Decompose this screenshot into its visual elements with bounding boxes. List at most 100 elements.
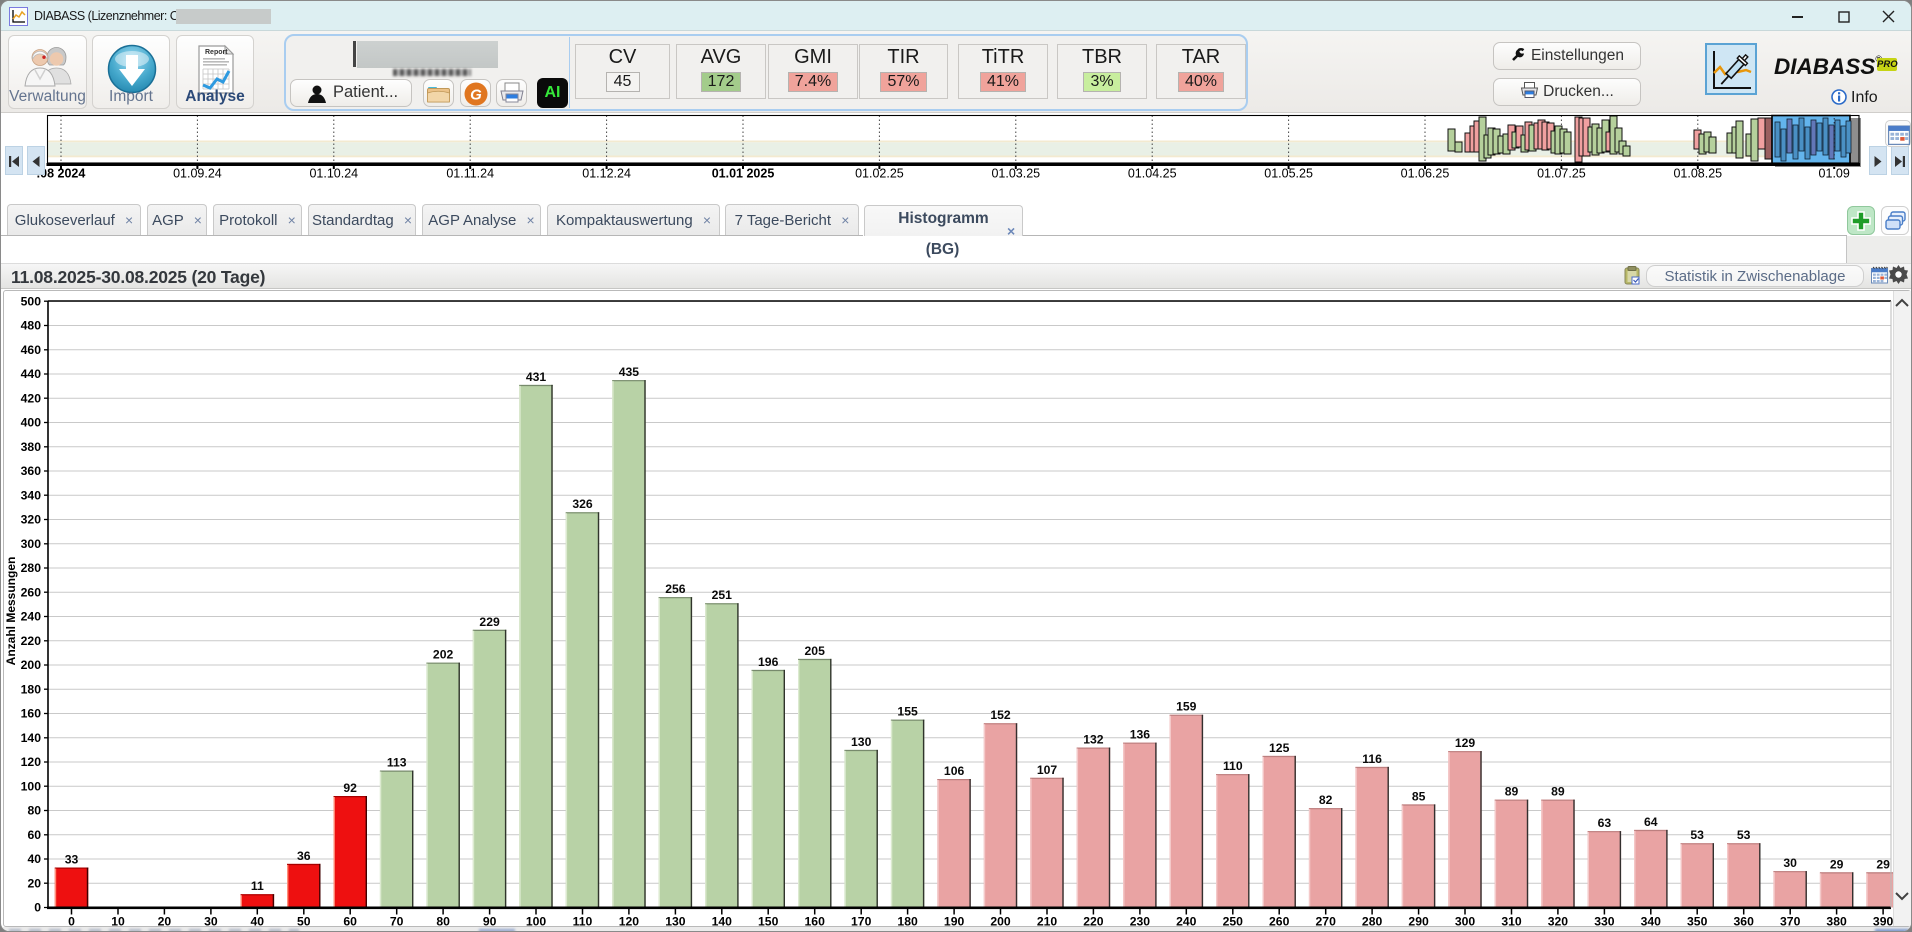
- svg-text:89: 89: [1505, 785, 1519, 799]
- svg-text:36: 36: [297, 849, 311, 863]
- svg-text:200: 200: [21, 658, 42, 672]
- svg-text:256: 256: [665, 582, 686, 596]
- svg-text:11: 11: [251, 879, 264, 893]
- svg-text:0: 0: [68, 915, 75, 929]
- svg-text:190: 190: [944, 915, 965, 929]
- svg-text:01.10.24: 01.10.24: [309, 167, 358, 181]
- svg-text:110: 110: [1223, 759, 1243, 773]
- svg-text:40: 40: [251, 915, 265, 929]
- svg-text:01.07.25: 01.07.25: [1537, 167, 1586, 181]
- svg-text:380: 380: [21, 440, 42, 454]
- svg-text:220: 220: [21, 634, 42, 648]
- svg-text:100: 100: [21, 780, 42, 794]
- svg-text:340: 340: [21, 488, 42, 502]
- svg-text:29: 29: [1830, 857, 1844, 871]
- svg-text:53: 53: [1737, 828, 1751, 842]
- svg-text:140: 140: [21, 731, 42, 745]
- svg-text:155: 155: [897, 705, 918, 719]
- svg-text:350: 350: [1687, 915, 1708, 929]
- svg-text:270: 270: [1316, 915, 1337, 929]
- svg-text:132: 132: [1083, 733, 1104, 747]
- svg-text:01.11.24: 01.11.24: [446, 167, 494, 181]
- svg-text:29: 29: [1876, 857, 1890, 871]
- svg-text:205: 205: [805, 644, 826, 658]
- svg-text:60: 60: [27, 828, 41, 842]
- svg-text:202: 202: [433, 648, 454, 662]
- svg-text:50: 50: [297, 915, 311, 929]
- svg-text:125: 125: [1269, 741, 1290, 755]
- svg-text:480: 480: [21, 319, 42, 333]
- svg-text:196: 196: [758, 655, 779, 669]
- svg-text:.08 2024: .08 2024: [37, 167, 86, 181]
- svg-text:130: 130: [851, 735, 872, 749]
- svg-text:260: 260: [21, 586, 42, 600]
- svg-text:340: 340: [1641, 915, 1662, 929]
- svg-text:107: 107: [1037, 763, 1058, 777]
- svg-text:120: 120: [619, 915, 640, 929]
- svg-text:310: 310: [1501, 915, 1522, 929]
- svg-text:33: 33: [65, 853, 79, 867]
- svg-text:01.06.25: 01.06.25: [1401, 167, 1450, 181]
- svg-text:106: 106: [944, 764, 965, 778]
- svg-text:435: 435: [619, 365, 640, 379]
- svg-text:159: 159: [1176, 700, 1197, 714]
- svg-text:129: 129: [1455, 736, 1476, 750]
- svg-text:63: 63: [1598, 816, 1612, 830]
- svg-text:120: 120: [21, 755, 42, 769]
- svg-text:53: 53: [1690, 828, 1704, 842]
- svg-text:250: 250: [1223, 915, 1244, 929]
- svg-text:01.12.24: 01.12.24: [582, 167, 631, 181]
- svg-text:Report: Report: [205, 49, 228, 56]
- svg-text:90: 90: [483, 915, 497, 929]
- svg-text:85: 85: [1412, 789, 1426, 803]
- svg-text:0: 0: [34, 901, 41, 915]
- svg-text:230: 230: [1130, 915, 1151, 929]
- svg-text:20: 20: [158, 915, 172, 929]
- svg-text:130: 130: [665, 915, 686, 929]
- svg-text:70: 70: [390, 915, 404, 929]
- svg-text:152: 152: [990, 708, 1011, 722]
- svg-text:220: 220: [1083, 915, 1104, 929]
- svg-text:280: 280: [1362, 915, 1383, 929]
- svg-text:370: 370: [1780, 915, 1801, 929]
- svg-text:210: 210: [1037, 915, 1058, 929]
- svg-text:110: 110: [573, 915, 593, 929]
- svg-text:116: 116: [1362, 752, 1382, 766]
- svg-text:160: 160: [805, 915, 826, 929]
- svg-text:01.09: 01.09: [1819, 167, 1850, 181]
- svg-text:180: 180: [897, 915, 918, 929]
- svg-text:200: 200: [990, 915, 1011, 929]
- svg-text:260: 260: [1269, 915, 1290, 929]
- svg-text:229: 229: [479, 615, 500, 629]
- svg-text:440: 440: [21, 367, 42, 381]
- svg-text:330: 330: [1594, 915, 1615, 929]
- svg-text:64: 64: [1644, 815, 1658, 829]
- svg-text:30: 30: [1783, 856, 1797, 870]
- svg-text:89: 89: [1551, 785, 1565, 799]
- svg-text:240: 240: [1176, 915, 1197, 929]
- svg-text:400: 400: [21, 416, 42, 430]
- svg-text:G: G: [470, 87, 482, 104]
- svg-text:160: 160: [21, 707, 42, 721]
- svg-text:300: 300: [21, 537, 42, 551]
- svg-text:Anzahl Messungen: Anzahl Messungen: [4, 557, 18, 666]
- svg-text:390: 390: [1873, 915, 1894, 929]
- svg-text:150: 150: [758, 915, 779, 929]
- svg-text:140: 140: [712, 915, 733, 929]
- svg-text:251: 251: [712, 588, 733, 602]
- svg-text:01.01 2025: 01.01 2025: [712, 167, 775, 181]
- svg-text:20: 20: [27, 877, 41, 891]
- svg-text:01.05.25: 01.05.25: [1264, 167, 1313, 181]
- svg-text:170: 170: [851, 915, 872, 929]
- svg-text:320: 320: [21, 513, 42, 527]
- svg-text:500: 500: [21, 294, 42, 308]
- svg-text:100: 100: [526, 915, 547, 929]
- svg-text:360: 360: [21, 464, 42, 478]
- svg-text:80: 80: [27, 804, 41, 818]
- svg-text:01.02.25: 01.02.25: [855, 167, 904, 181]
- svg-text:01.03.25: 01.03.25: [991, 167, 1040, 181]
- svg-text:01.04.25: 01.04.25: [1128, 167, 1177, 181]
- svg-text:136: 136: [1130, 728, 1151, 742]
- svg-text:80: 80: [436, 915, 450, 929]
- svg-text:92: 92: [343, 781, 357, 795]
